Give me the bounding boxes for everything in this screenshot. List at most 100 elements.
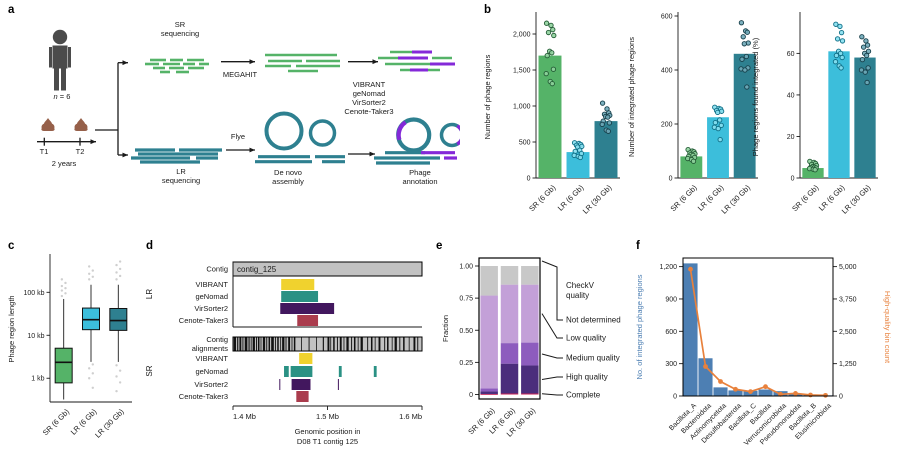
tool-block <box>281 279 315 290</box>
y-axis-label: Number of integrated phage regions <box>627 37 636 157</box>
sample-point <box>865 48 872 54</box>
sample-point <box>550 27 556 33</box>
x-category-label: SR (6 Gb) <box>669 183 700 214</box>
taxa-bar <box>758 389 773 396</box>
outlier-point <box>91 363 95 366</box>
alignment-stripe <box>387 337 389 351</box>
line-marker <box>823 392 828 398</box>
tool-block <box>291 379 311 390</box>
sample-point <box>864 79 870 86</box>
taxa-bar <box>728 390 743 396</box>
x-tick-label: 1.6 Mb <box>399 412 422 421</box>
boxplot-svg: 1 kb 10 kb 100 kb Phage region length SR (6 … <box>7 254 132 440</box>
legend-connector <box>541 376 563 380</box>
tool-block <box>297 315 319 326</box>
legend-connector <box>541 393 563 396</box>
bar-jitter-svg: 0 20 40 60 Phage regions found integrated (%… <box>751 12 878 216</box>
y-tick-label-left: 300 <box>665 361 677 368</box>
y-tick-label-right: 3,750 <box>839 296 857 303</box>
y-tick-label: 2,000 <box>513 32 531 39</box>
alignment-stripe <box>285 337 287 351</box>
chart-number-integrated-regions: 0 200 400 600 Number of integrated phage reg… <box>612 4 762 237</box>
panel-label-b: b <box>484 4 492 16</box>
tools-list-label: VIBRANT geNomad VirSorter2 Cenote-Taker3 <box>344 80 394 116</box>
sample-point <box>717 117 723 123</box>
legend-item: Complete <box>566 391 601 400</box>
y-tick-label-right: 5,000 <box>839 264 857 271</box>
stool-sample-icon <box>41 118 55 131</box>
x-axis-label: Genomic position in <box>295 427 361 436</box>
outlier-point <box>64 292 67 295</box>
sample-point <box>838 29 845 36</box>
sample-point <box>690 158 697 164</box>
alignment-stripe <box>280 337 282 351</box>
sample-point <box>862 69 868 75</box>
sample-point <box>743 53 750 60</box>
tool-block <box>373 366 377 377</box>
line-marker <box>733 386 738 392</box>
n-variable: n <box>53 92 58 101</box>
legend-item: High quality <box>566 373 608 382</box>
outlier-point <box>118 381 122 384</box>
phage-arc <box>456 124 465 146</box>
line-marker <box>718 379 723 384</box>
bar-line-svg: 0 300 600 900 1,200 0 1,250 2,500 3,750 5,000 No. … <box>635 257 892 447</box>
taxa-bar <box>713 387 728 396</box>
stack-segment <box>521 266 539 285</box>
alignment-stripe <box>353 337 356 351</box>
alignment-stripe <box>271 337 274 351</box>
panel-label-c: c <box>8 240 15 252</box>
denovo-assembly-label: De novo assembly <box>272 168 304 186</box>
alignment-stripe <box>394 337 397 351</box>
tool-block <box>337 379 339 390</box>
panel-a-workflow-diagram: SR sequencing MEGAHIT VIBRANT geNomad Vi… <box>4 4 465 236</box>
bar <box>594 121 618 178</box>
alignment-stripe <box>233 337 237 351</box>
timepoint-2-label: T2 <box>75 147 85 156</box>
contig-name: contig_125 <box>237 265 277 274</box>
sample-point <box>606 120 613 126</box>
outlier-point <box>91 269 95 272</box>
sample-point <box>605 114 611 120</box>
tool-block <box>281 291 319 302</box>
y-tick-label-left: 0 <box>673 394 677 401</box>
line-marker <box>763 384 768 390</box>
stack-segment <box>480 388 498 392</box>
outlier-point <box>91 372 95 375</box>
cohort-size-label: n = 6 <box>38 92 86 101</box>
x-tick-label: 1.5 Mb <box>316 412 339 421</box>
y-tick-label: 0.25 <box>459 360 473 367</box>
chart-percent-integrated: 0 20 40 60 Phage regions found integrated (%… <box>748 4 904 237</box>
sample-point <box>550 66 557 72</box>
bar-jitter-svg: 0 500 1,000 1,500 2,000 Number of phage regio… <box>483 12 620 216</box>
y-tick-label-right: 2,500 <box>839 329 857 336</box>
legend-connector <box>541 313 563 339</box>
sample-point <box>859 34 865 40</box>
circular-contig <box>264 111 304 151</box>
line-marker <box>808 392 813 398</box>
sample-point <box>605 128 611 134</box>
alignment-stripe <box>330 337 332 351</box>
outlier-point <box>64 281 67 285</box>
track-label: Cenote-Taker3 <box>179 316 228 325</box>
outlier-point <box>115 375 118 378</box>
sample-point <box>548 22 554 29</box>
bar <box>828 51 850 178</box>
alignment-stripe <box>360 337 363 351</box>
alignment-stripe <box>252 337 255 351</box>
track-label: Contig <box>206 265 228 274</box>
track-label: VirSorter2 <box>194 380 228 389</box>
stool-sample-icon <box>74 118 88 131</box>
timepoint-1-label: T1 <box>39 147 49 156</box>
alignment-stripe <box>248 337 250 351</box>
panel-label-d: d <box>146 240 154 252</box>
alignment-stripe <box>316 337 317 351</box>
tool-block <box>296 391 309 402</box>
outlier-point <box>118 260 122 263</box>
line-marker <box>688 266 693 272</box>
bar <box>680 156 703 178</box>
legend-item: Low quality <box>566 334 606 343</box>
outlier-point <box>60 289 64 292</box>
chart-genome-tracks: LR Contig contig_125 VIBRANT geNomad VirSorte… <box>142 244 438 476</box>
